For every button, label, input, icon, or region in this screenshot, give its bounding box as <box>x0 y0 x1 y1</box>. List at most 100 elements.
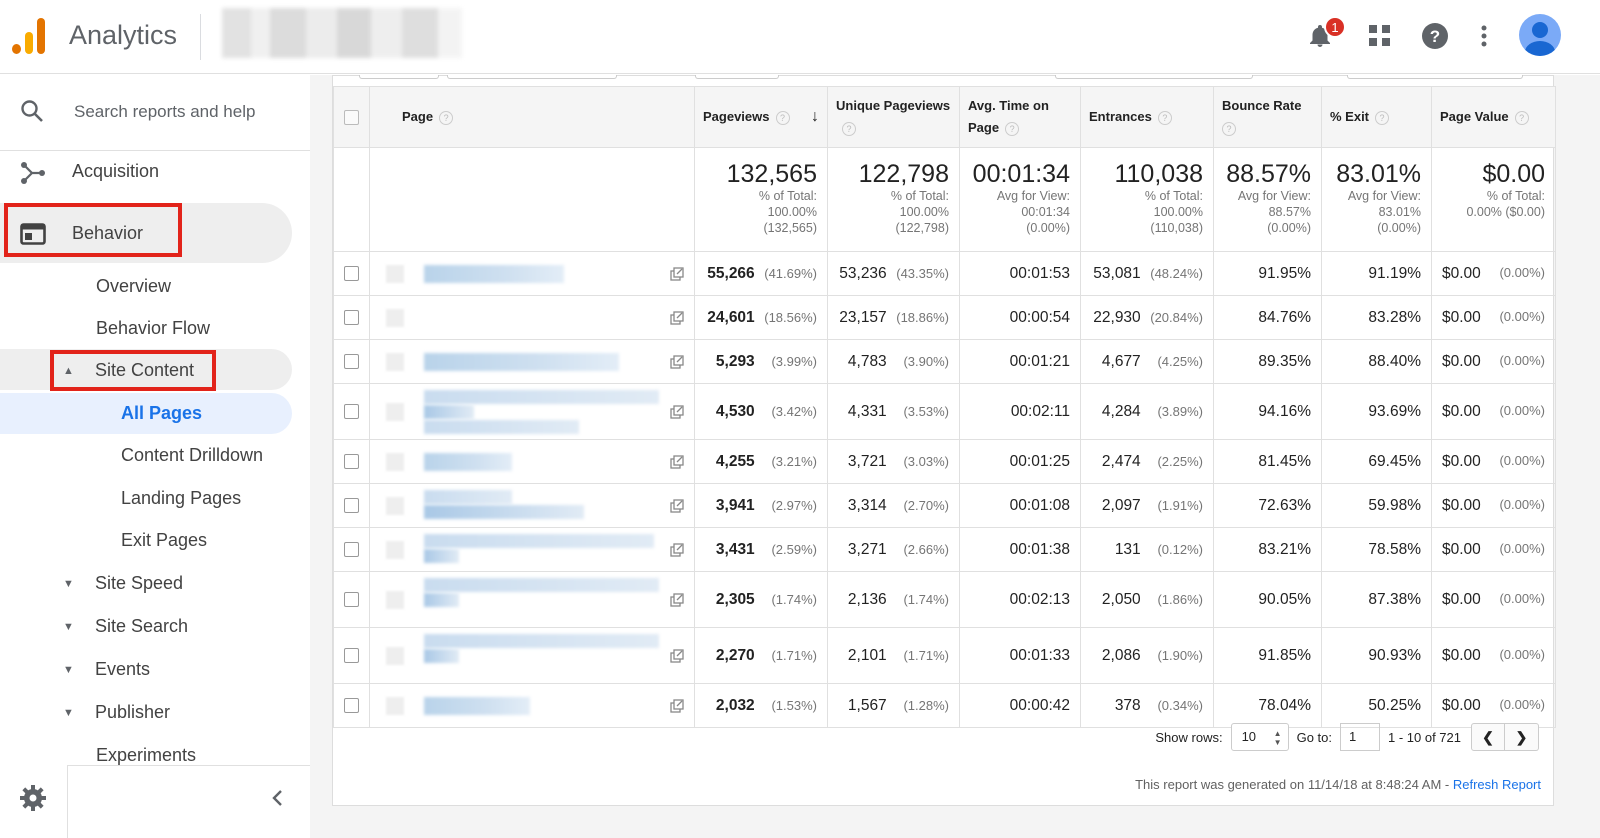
help-icon[interactable]: ? <box>1417 18 1453 54</box>
open-external-icon[interactable] <box>670 592 684 607</box>
table-row[interactable]: 55,266 (41.69%) 53,236 (43.35%) 00:01:53 53… <box>333 251 1556 296</box>
sidebar-item-behavior-flow[interactable]: Behavior Flow <box>96 318 211 338</box>
account-selector[interactable] <box>222 8 462 58</box>
sidebar-item-content-drilldown[interactable]: Content Drilldown <box>121 445 264 465</box>
table-row[interactable]: 24,601 (18.56%) 23,157 (18.86%) 00:00:54 22… <box>333 295 1556 340</box>
sidebar-item-exit-pages[interactable]: Exit Pages <box>121 530 208 550</box>
search-reports[interactable]: Search reports and help <box>0 75 310 151</box>
row-checkbox[interactable] <box>344 497 359 513</box>
more-vert-icon[interactable] <box>1466 18 1502 54</box>
table-row[interactable]: 3,941 (2.97%) 3,314 (2.70%) 00:01:08 2,097 … <box>333 483 1556 528</box>
page-cell[interactable] <box>369 683 695 728</box>
open-external-icon[interactable] <box>670 404 684 419</box>
help-icon[interactable]: ? <box>1157 110 1172 125</box>
avg-time-cell: 00:00:54 <box>959 295 1081 340</box>
page-cell[interactable] <box>369 527 695 572</box>
caret-down-icon[interactable]: ▼ <box>63 578 74 590</box>
col-header-avg-time[interactable]: Avg. Time on Page? <box>959 86 1081 148</box>
row-checkbox[interactable] <box>344 453 359 469</box>
row-checkbox[interactable] <box>344 591 359 607</box>
help-icon[interactable]: ? <box>1375 110 1390 125</box>
row-checkbox[interactable] <box>344 353 359 369</box>
table-row[interactable]: 2,032 (1.53%) 1,567 (1.28%) 00:00:42 378 (0… <box>333 683 1556 728</box>
help-icon[interactable]: ? <box>1005 121 1020 136</box>
help-icon[interactable]: ? <box>842 121 856 136</box>
page-cell[interactable] <box>369 483 695 528</box>
refresh-report-link[interactable]: Refresh Report <box>1452 777 1541 792</box>
row-checkbox[interactable] <box>344 647 359 663</box>
sidebar-item-experiments[interactable]: Experiments <box>96 745 197 765</box>
show-rows-select[interactable]: 10 ▲ ▼ <box>1230 723 1289 751</box>
row-checkbox[interactable] <box>344 697 359 713</box>
caret-down-icon[interactable]: ▼ <box>63 664 74 676</box>
col-header-exit[interactable]: % Exit? <box>1321 86 1432 148</box>
page-cell[interactable] <box>369 339 695 384</box>
gear-icon[interactable] <box>20 785 46 816</box>
row-checkbox[interactable] <box>344 403 359 419</box>
top-bar: Analytics 1 ? <box>0 0 1600 74</box>
table-row[interactable]: 2,305 (1.74%) 2,136 (1.74%) 00:02:13 2,050 … <box>333 571 1556 628</box>
help-icon[interactable]: ? <box>1222 121 1236 136</box>
open-external-icon[interactable] <box>670 354 684 369</box>
table-row[interactable]: 4,255 (3.21%) 3,721 (3.03%) 00:01:25 2,474 … <box>333 439 1556 484</box>
bounce-rate-cell: 84.76% <box>1213 295 1322 340</box>
select-all-checkbox[interactable] <box>344 110 359 126</box>
row-index-redacted <box>386 308 404 327</box>
open-external-icon[interactable] <box>670 648 684 663</box>
prev-page-button[interactable]: ❮ <box>1471 723 1505 751</box>
goto-input[interactable]: 1 <box>1340 723 1380 751</box>
page-cell[interactable] <box>369 251 695 296</box>
page-cell[interactable] <box>369 439 695 484</box>
generated-note: This report was generated on 11/14/18 at… <box>1135 777 1541 792</box>
row-checkbox[interactable] <box>344 309 359 325</box>
table-row[interactable]: 2,270 (1.71%) 2,101 (1.71%) 00:01:33 2,086 … <box>333 627 1556 684</box>
sidebar-item-events[interactable]: Events <box>95 659 151 679</box>
sidebar-item-site-speed[interactable]: Site Speed <box>95 573 184 593</box>
sidebar-item-publisher[interactable]: Publisher <box>95 702 171 722</box>
sidebar-item-site-content[interactable]: Site Content <box>95 360 195 380</box>
col-header-page-value[interactable]: Page Value? <box>1431 86 1556 148</box>
col-header-page[interactable]: Page? <box>369 86 695 148</box>
sidebar-item-all-pages[interactable]: All Pages <box>121 403 203 423</box>
caret-down-icon[interactable]: ▼ <box>63 621 74 633</box>
sidebar-item-landing-pages[interactable]: Landing Pages <box>121 488 242 508</box>
table-row[interactable]: 3,431 (2.59%) 3,271 (2.66%) 00:01:38 131 (0… <box>333 527 1556 572</box>
page-cell[interactable] <box>369 571 695 628</box>
col-header-unique-pageviews[interactable]: Unique Pageviews? <box>827 86 960 148</box>
caret-down-icon[interactable]: ▼ <box>63 707 74 719</box>
open-external-icon[interactable] <box>670 454 684 469</box>
page-cell[interactable] <box>369 627 695 684</box>
unique-pageviews-cell: 1,567 (1.28%) <box>827 683 960 728</box>
open-external-icon[interactable] <box>670 698 684 713</box>
sidebar-item-overview[interactable]: Overview <box>96 276 172 296</box>
avatar[interactable] <box>1519 14 1561 56</box>
bounce-rate-cell: 90.05% <box>1213 571 1322 628</box>
col-header-pageviews[interactable]: Pageviews? ↓ <box>694 86 828 148</box>
row-checkbox[interactable] <box>344 541 359 557</box>
col-header-bounce-rate[interactable]: Bounce Rate? <box>1213 86 1322 148</box>
page-cell[interactable] <box>369 383 695 440</box>
help-icon[interactable]: ? <box>439 110 454 125</box>
page-cell[interactable] <box>369 295 695 340</box>
collapse-chevron-icon[interactable] <box>270 789 284 812</box>
open-external-icon[interactable] <box>670 498 684 513</box>
caret-up-icon[interactable]: ▲ <box>63 365 74 377</box>
sidebar-item-acquisition[interactable]: Acquisition <box>0 151 310 195</box>
app-title[interactable]: Analytics <box>69 20 178 50</box>
apps-grid-icon[interactable] <box>1362 18 1398 54</box>
sidebar-item-site-search[interactable]: Site Search <box>95 616 189 636</box>
col-header-entrances[interactable]: Entrances? <box>1080 86 1214 148</box>
table-row[interactable]: 4,530 (3.42%) 4,331 (3.53%) 00:02:11 4,284 … <box>333 383 1556 440</box>
open-external-icon[interactable] <box>670 266 684 281</box>
help-icon[interactable]: ? <box>1514 110 1529 125</box>
open-external-icon[interactable] <box>670 542 684 557</box>
sidebar-item-behavior[interactable]: Behavior <box>0 213 310 257</box>
analytics-logo[interactable] <box>12 18 46 54</box>
help-icon[interactable]: ? <box>775 110 790 125</box>
table-row[interactable]: 5,293 (3.99%) 4,783 (3.90%) 00:01:21 4,677 … <box>333 339 1556 384</box>
sort-desc-arrow-icon[interactable]: ↓ <box>811 108 819 125</box>
open-external-icon[interactable] <box>670 310 684 325</box>
next-page-button[interactable]: ❯ <box>1505 723 1539 751</box>
row-checkbox[interactable] <box>344 265 359 281</box>
exit-cell: 93.69% <box>1321 383 1432 440</box>
